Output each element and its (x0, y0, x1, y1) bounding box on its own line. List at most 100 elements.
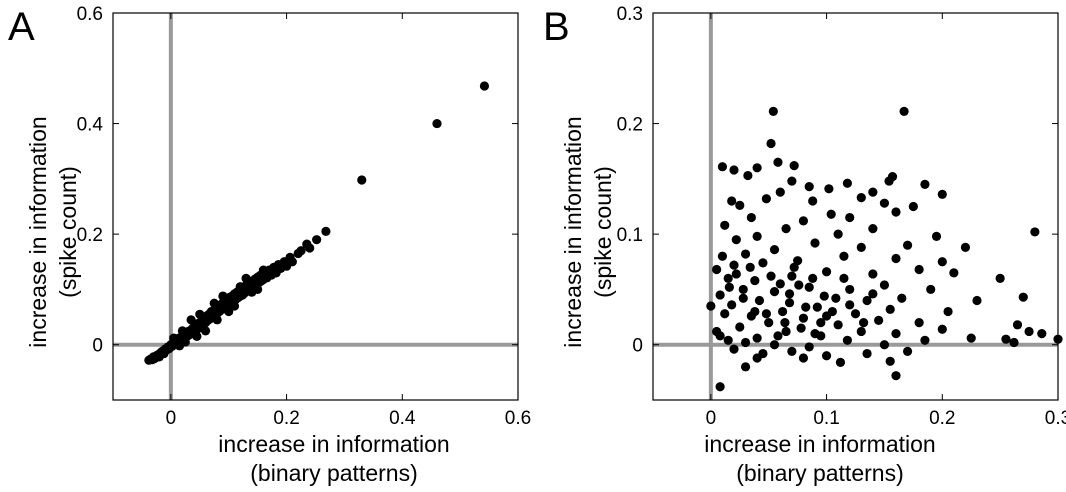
data-point (804, 342, 814, 352)
data-point (715, 331, 725, 341)
data-point (821, 351, 832, 361)
data-point (789, 160, 799, 171)
data-point (735, 322, 745, 332)
data-point (885, 304, 895, 314)
data-point (789, 262, 799, 272)
data-point (1001, 334, 1011, 344)
data-point (209, 298, 219, 308)
data-point (766, 271, 776, 281)
data-point (195, 309, 205, 319)
data-point (761, 194, 772, 204)
x-axis-label: increase in information (704, 431, 935, 457)
data-point (186, 315, 196, 325)
data-point (787, 176, 797, 186)
data-point (842, 178, 853, 188)
data-point (826, 209, 836, 219)
data-point (727, 300, 737, 310)
data-point (773, 331, 783, 341)
data-point (717, 162, 728, 172)
data-point (773, 157, 783, 167)
y-axis-sublabel: (spike count) (55, 166, 81, 298)
data-point (784, 289, 795, 299)
data-point (764, 318, 774, 328)
data-point (960, 242, 971, 253)
data-point (706, 301, 716, 311)
data-point (769, 245, 780, 255)
y-tick-label: 0.6 (77, 4, 103, 25)
data-point (357, 175, 367, 185)
data-point (943, 306, 953, 317)
data-point (798, 313, 809, 323)
data-point (192, 331, 202, 342)
data-point (902, 346, 913, 356)
data-point (743, 170, 753, 181)
x-tick-label: 0.2 (929, 408, 955, 429)
data-point (305, 243, 315, 253)
data-point (479, 81, 490, 91)
data-point (287, 257, 297, 267)
y-tick-label: 0.1 (617, 225, 643, 246)
data-point (810, 238, 820, 248)
data-point (972, 295, 982, 306)
y-tick-label: 0 (92, 336, 103, 357)
data-point (1018, 292, 1028, 302)
x-axis-sublabel: (binary patterns) (736, 460, 903, 486)
data-point (229, 301, 240, 311)
data-point (821, 267, 832, 277)
data-point (780, 318, 790, 328)
data-point (798, 353, 809, 363)
data-point (715, 290, 725, 300)
data-point (778, 306, 788, 317)
data-point (801, 302, 811, 312)
data-point (740, 249, 751, 259)
x-tick-label: 0.4 (389, 408, 416, 429)
data-point (740, 337, 751, 348)
data-point (845, 300, 855, 310)
data-point (321, 226, 331, 236)
data-point (768, 106, 778, 117)
data-point (937, 324, 947, 334)
data-point (862, 295, 872, 306)
y-tick-label: 0.2 (617, 115, 643, 136)
x-tick-label: 0.1 (813, 408, 839, 429)
data-point (859, 318, 869, 328)
data-point (920, 179, 930, 189)
data-point (856, 326, 866, 337)
data-point (212, 315, 222, 325)
data-point (850, 309, 861, 319)
panel-label: B (543, 5, 570, 49)
data-point (891, 253, 901, 264)
data-point (731, 235, 741, 245)
x-tick-label: 0.6 (505, 408, 531, 429)
data-point (752, 333, 762, 343)
x-tick-label: 0.3 (1045, 408, 1066, 429)
data-point (798, 216, 809, 226)
data-point (727, 196, 737, 206)
x-tick-label: 0 (706, 408, 717, 429)
y-tick-label: 0.3 (617, 4, 643, 25)
data-point (169, 333, 179, 343)
data-point (787, 271, 797, 281)
data-point (729, 260, 739, 270)
data-point (868, 269, 878, 279)
data-point (835, 357, 846, 368)
data-point (750, 275, 760, 286)
data-point (879, 280, 890, 290)
data-point (839, 251, 849, 261)
data-point (862, 348, 872, 359)
data-point (752, 353, 762, 363)
data-point (821, 311, 832, 321)
data-point (926, 284, 936, 295)
data-point (845, 284, 855, 295)
data-point (937, 257, 947, 267)
data-point (241, 273, 251, 283)
data-point (816, 318, 826, 328)
data-point (1024, 326, 1034, 337)
data-point (902, 240, 913, 250)
data-point (804, 181, 814, 192)
data-point (920, 335, 930, 345)
data-point (754, 295, 765, 306)
data-point (884, 176, 894, 186)
data-point (845, 212, 855, 223)
data-point (738, 293, 748, 303)
